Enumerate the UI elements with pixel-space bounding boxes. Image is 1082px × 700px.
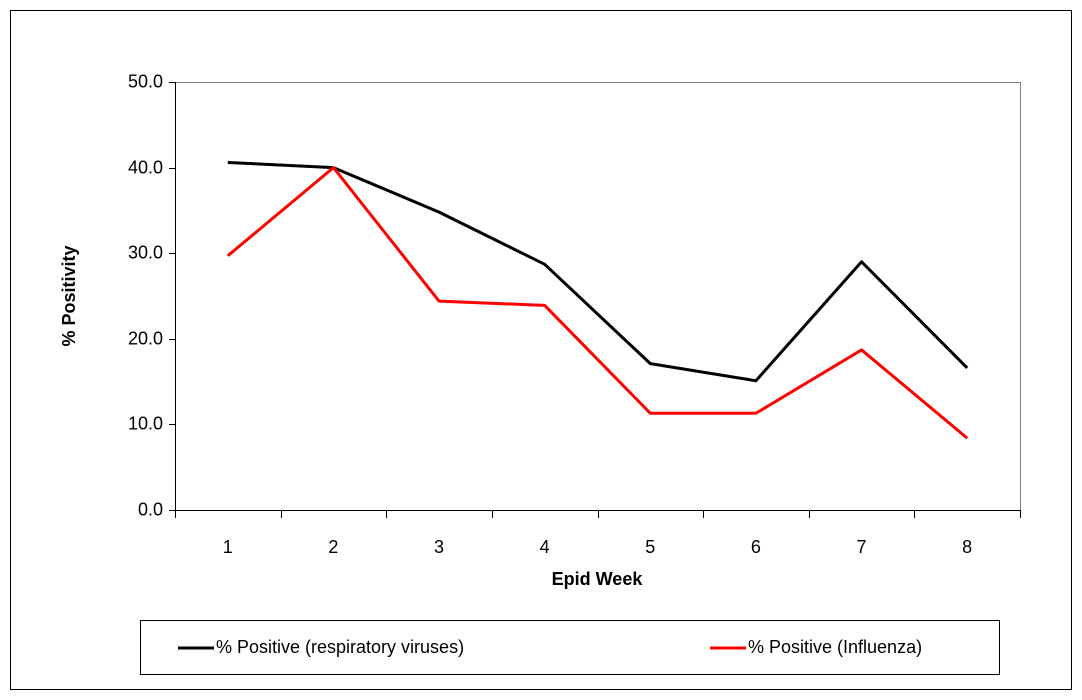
legend-label: % Positive (Influenza) bbox=[748, 637, 922, 657]
x-axis-label: Epid Week bbox=[552, 569, 644, 589]
y-tick-label: 30.0 bbox=[128, 242, 163, 262]
data-line bbox=[226, 166, 969, 440]
x-tick-label: 7 bbox=[857, 537, 867, 557]
x-tick-label: 3 bbox=[434, 537, 444, 557]
legend-label: % Positive (respiratory viruses) bbox=[216, 637, 464, 657]
legend-box bbox=[140, 620, 1000, 675]
data-line bbox=[227, 160, 969, 383]
x-tick-label: 4 bbox=[540, 537, 550, 557]
x-tick-label: 1 bbox=[223, 537, 233, 557]
x-tick-label: 8 bbox=[962, 537, 972, 557]
y-tick-label: 40.0 bbox=[128, 157, 163, 177]
y-tick-label: 0.0 bbox=[138, 499, 163, 519]
chart-frame bbox=[10, 10, 1072, 690]
y-axis-label: % Positivity bbox=[59, 245, 79, 346]
y-tick-label: 10.0 bbox=[128, 413, 163, 433]
x-tick-label: 6 bbox=[751, 537, 761, 557]
x-tick-label: 2 bbox=[328, 537, 338, 557]
x-tick-label: 5 bbox=[645, 537, 655, 557]
y-tick-label: 50.0 bbox=[128, 71, 163, 91]
y-tick-label: 20.0 bbox=[128, 328, 163, 348]
